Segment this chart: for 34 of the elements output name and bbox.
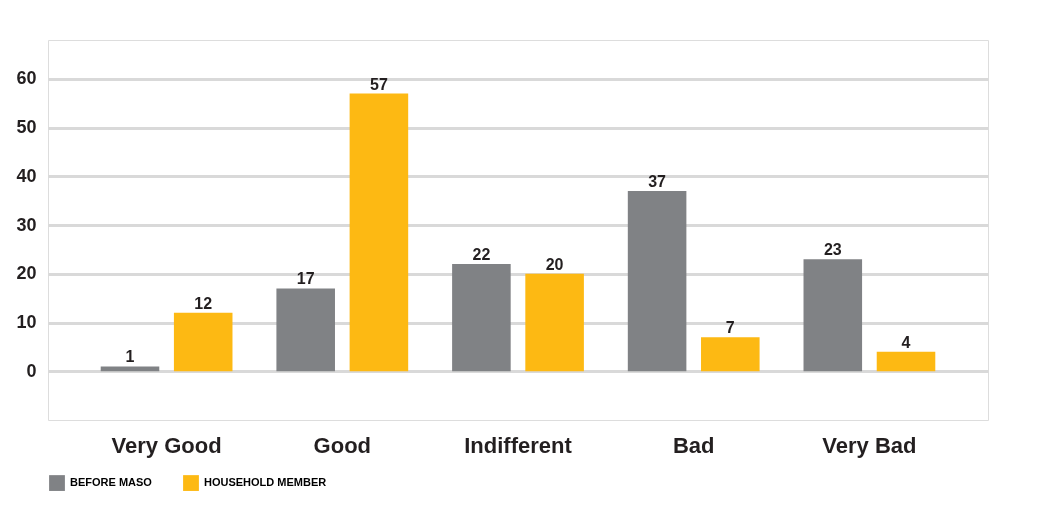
- legend-label: HOUSEHOLD MEMBER: [204, 476, 327, 489]
- bar: [276, 288, 335, 372]
- data-label: 20: [545, 255, 564, 273]
- x-tick-label: Very Bad: [822, 432, 917, 458]
- y-tick-label: 40: [16, 165, 37, 186]
- data-label: 7: [725, 319, 735, 337]
- x-tick-label: Very Good: [111, 432, 222, 458]
- y-tick-label: 20: [16, 263, 37, 284]
- bar: [701, 337, 760, 372]
- bar: [100, 366, 160, 372]
- x-tick-label: Indifferent: [464, 432, 573, 458]
- data-label: 17: [296, 270, 315, 288]
- bar: [627, 191, 687, 372]
- y-tick-label: 10: [16, 312, 37, 333]
- data-label: 22: [472, 246, 491, 264]
- bar: [349, 93, 409, 372]
- y-tick-label: 50: [16, 117, 37, 138]
- data-label: 12: [194, 294, 213, 312]
- y-tick-label: 30: [16, 214, 37, 235]
- data-label: 37: [648, 173, 667, 191]
- data-label: 4: [901, 333, 911, 351]
- bar: [876, 351, 936, 372]
- y-tick-label: 0: [26, 360, 37, 381]
- x-tick-label: Good: [313, 432, 372, 458]
- data-label: 57: [370, 75, 388, 93]
- bar: [525, 273, 584, 372]
- bar: [803, 259, 863, 372]
- data-label: 1: [125, 348, 135, 366]
- x-tick-label: Bad: [672, 432, 715, 458]
- data-label: 23: [823, 241, 842, 259]
- y-tick-label: 60: [16, 68, 37, 89]
- bar: [173, 312, 233, 372]
- bar: [452, 264, 511, 372]
- legend-label: BEFORE MASO: [70, 476, 153, 489]
